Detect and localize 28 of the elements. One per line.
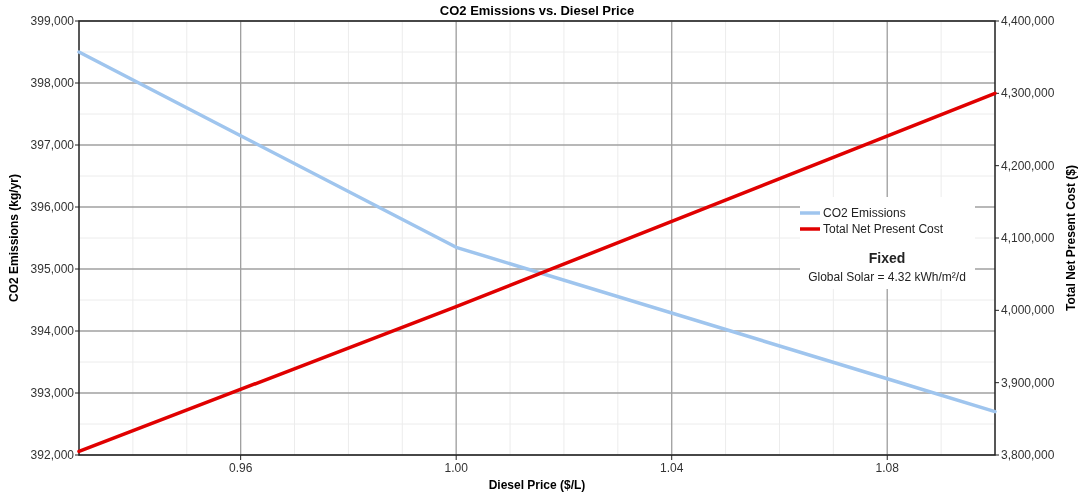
y-tick-label: 398,000 — [30, 76, 75, 90]
y2-tick-label: 4,300,000 — [1001, 86, 1055, 101]
x-axis-title: Diesel Price ($/L) — [488, 478, 586, 492]
x-tick-label: 1.04 — [660, 461, 684, 475]
y-tick-label: 395,000 — [30, 262, 75, 276]
y-tick-label: 399,000 — [30, 14, 75, 28]
y2-tick-label: 4,000,000 — [1001, 303, 1055, 318]
y2-axis-title: Total Net Present Cost ($) — [1064, 165, 1078, 311]
x-tick-label: 1.00 — [444, 461, 469, 475]
legend-label: Total Net Present Cost — [823, 222, 944, 236]
legend-label: CO2 Emissions — [823, 206, 906, 220]
y2-tick-label: 4,100,000 — [1001, 231, 1055, 245]
y-tick-label: 393,000 — [30, 386, 75, 400]
y-tick-label: 396,000 — [30, 200, 75, 214]
x-tick-label: 0.96 — [228, 461, 253, 475]
y2-tick-label: 3,900,000 — [1001, 375, 1055, 390]
y-tick-label: 397,000 — [30, 138, 75, 152]
y-axis-title: CO2 Emissions (kg/yr) — [7, 173, 21, 303]
y2-tick-label: 4,400,000 — [1001, 14, 1055, 28]
y2-tick-label: 3,800,000 — [1001, 448, 1055, 462]
y-tick-label: 392,000 — [30, 448, 75, 462]
y-tick-label: 394,000 — [30, 324, 75, 338]
y2-tick-label: 4,200,000 — [1001, 158, 1055, 173]
annotation: Global Solar = 4.32 kWh/m²/d — [808, 270, 966, 284]
annotation: Fixed — [868, 250, 906, 266]
x-tick-label: 1.08 — [875, 461, 900, 475]
line-series — [77, 50, 997, 414]
chart-title: CO2 Emissions vs. Diesel Price — [439, 3, 635, 18]
